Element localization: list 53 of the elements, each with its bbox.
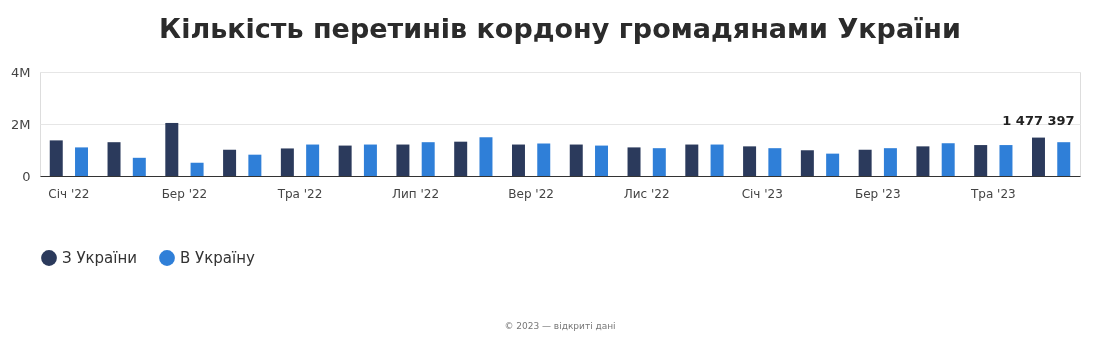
- bar: [165, 122, 179, 176]
- bar: [685, 144, 699, 176]
- bar: [627, 147, 641, 176]
- bar: [190, 162, 204, 176]
- bar: [916, 146, 930, 176]
- x-tick-label: Тра '22: [276, 186, 323, 201]
- bar: [1057, 142, 1071, 176]
- bar: [75, 147, 89, 176]
- bar: [569, 144, 583, 176]
- bar: [248, 154, 262, 176]
- bar: [223, 149, 237, 176]
- text: © 2023 — відкриті дані: [504, 321, 616, 331]
- bar: [511, 144, 525, 176]
- x-tick-label: Лип '22: [392, 186, 440, 201]
- bar: [883, 148, 897, 176]
- bar: [306, 144, 320, 176]
- x-tick-label: Січ '23: [741, 186, 783, 201]
- bar: [826, 153, 840, 176]
- bar: [710, 144, 724, 176]
- bar: [396, 144, 410, 176]
- bar: [999, 145, 1013, 176]
- bar: [280, 148, 294, 176]
- chart-title: Кількість перетинів кордону громадянами України: [159, 13, 961, 44]
- bar: [338, 145, 352, 176]
- bar: [768, 148, 782, 176]
- x-tick-label: Бер '23: [854, 186, 901, 201]
- x-tick-label: Тра '23: [969, 186, 1016, 201]
- y-tick-label: 2M: [11, 116, 31, 132]
- bar: [974, 145, 988, 176]
- bar: [858, 149, 872, 176]
- data-label: 1 477 397: [1002, 112, 1075, 128]
- bar: [800, 150, 814, 176]
- bar: [652, 148, 666, 176]
- bar: [595, 145, 609, 176]
- bar: [479, 137, 493, 176]
- x-tick-label: Лис '22: [623, 186, 670, 201]
- bar: [421, 142, 435, 176]
- x-tick-label: Бер '22: [161, 186, 208, 201]
- legend-label: З України: [62, 249, 138, 267]
- bar: [107, 142, 121, 176]
- bar: [1031, 137, 1045, 176]
- bar: [537, 143, 551, 176]
- bar: [454, 141, 468, 176]
- legend-label: В Україну: [180, 249, 255, 267]
- y-tick-label: 0: [22, 168, 31, 184]
- y-tick-label: 4M: [11, 64, 31, 80]
- bar: [132, 157, 146, 176]
- bar: [941, 143, 955, 176]
- bar: [49, 140, 63, 176]
- bar: [363, 144, 377, 176]
- bar: [743, 146, 757, 176]
- x-tick-label: Вер '22: [508, 186, 554, 201]
- x-tick-label: Січ '22: [48, 186, 90, 201]
